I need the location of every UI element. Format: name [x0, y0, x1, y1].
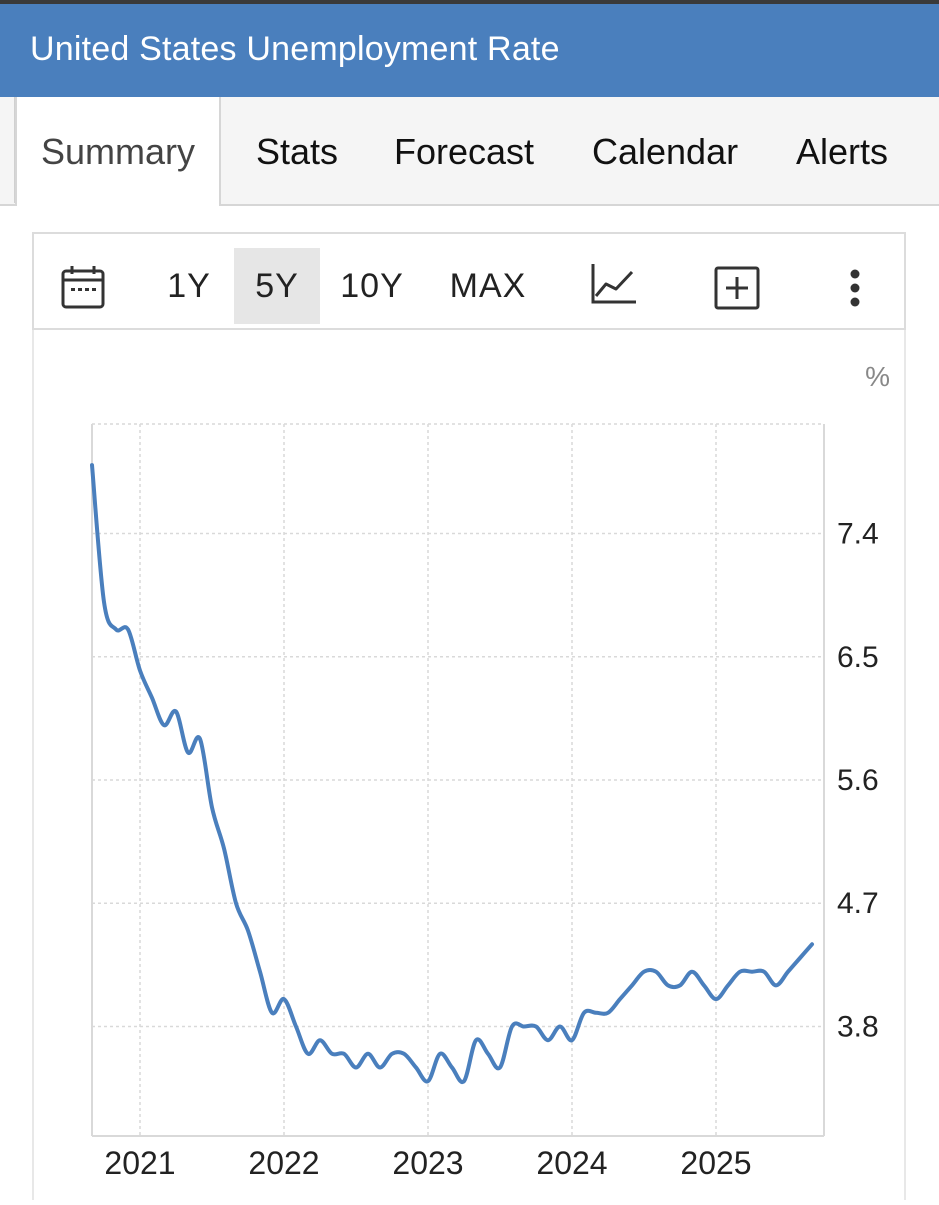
range-1y[interactable]: 1Y	[167, 267, 211, 305]
y-tick-label: 6.5	[837, 641, 879, 674]
x-tick-label: 2024	[536, 1145, 607, 1181]
tab-stats[interactable]: Stats	[256, 131, 339, 172]
range-10y[interactable]: 10Y	[340, 267, 404, 305]
range-5y[interactable]: 5Y	[234, 248, 320, 324]
grid	[91, 423, 825, 1137]
range-max[interactable]: MAX	[449, 267, 527, 305]
y-tick-label: 7.4	[837, 518, 879, 551]
x-tick-label: 2023	[392, 1145, 463, 1181]
chart-panel: % 3.8 4.7 5.6 6.5 7.4 2021 2022 2023 2024 2025	[32, 330, 906, 1200]
tab-calendar[interactable]: Calendar	[592, 131, 739, 172]
y-axis-labels: 3.8 4.7 5.6 6.5 7.4	[837, 518, 879, 1044]
line-chart-icon[interactable]	[590, 262, 638, 311]
y-tick-label: 5.6	[837, 764, 879, 797]
header-bar: United States Unemployment Rate	[0, 0, 939, 97]
chart-toolbar: 1Y 5Y 10Y MAX	[32, 232, 906, 330]
y-tick-label: 4.7	[837, 887, 879, 920]
x-axis-labels: 2021 2022 2023 2024 2025	[104, 1145, 751, 1181]
tab-bar: Summary Stats Forecast Calendar Alerts	[0, 97, 939, 206]
plus-box-icon[interactable]	[714, 266, 760, 317]
series-line	[90, 463, 814, 1085]
series-group	[90, 463, 814, 1085]
x-tick-label: 2022	[248, 1145, 319, 1181]
x-tick-label: 2021	[104, 1145, 175, 1181]
more-vertical-icon[interactable]	[848, 268, 862, 313]
tab-alerts[interactable]: Alerts	[796, 131, 889, 172]
unit-label: %	[865, 361, 890, 392]
x-tick-label: 2025	[680, 1145, 751, 1181]
y-tick-label: 3.8	[837, 1010, 879, 1043]
tab-forecast[interactable]: Forecast	[394, 131, 535, 172]
tab-bar-left-edge	[0, 97, 15, 203]
unemployment-chart: % 3.8 4.7 5.6 6.5 7.4 2021 2022 2023 2024 2025	[90, 361, 890, 1181]
tab-summary[interactable]: Summary	[15, 97, 222, 206]
page-title: United States Unemployment Rate	[30, 30, 560, 68]
calendar-icon[interactable]	[60, 264, 106, 315]
